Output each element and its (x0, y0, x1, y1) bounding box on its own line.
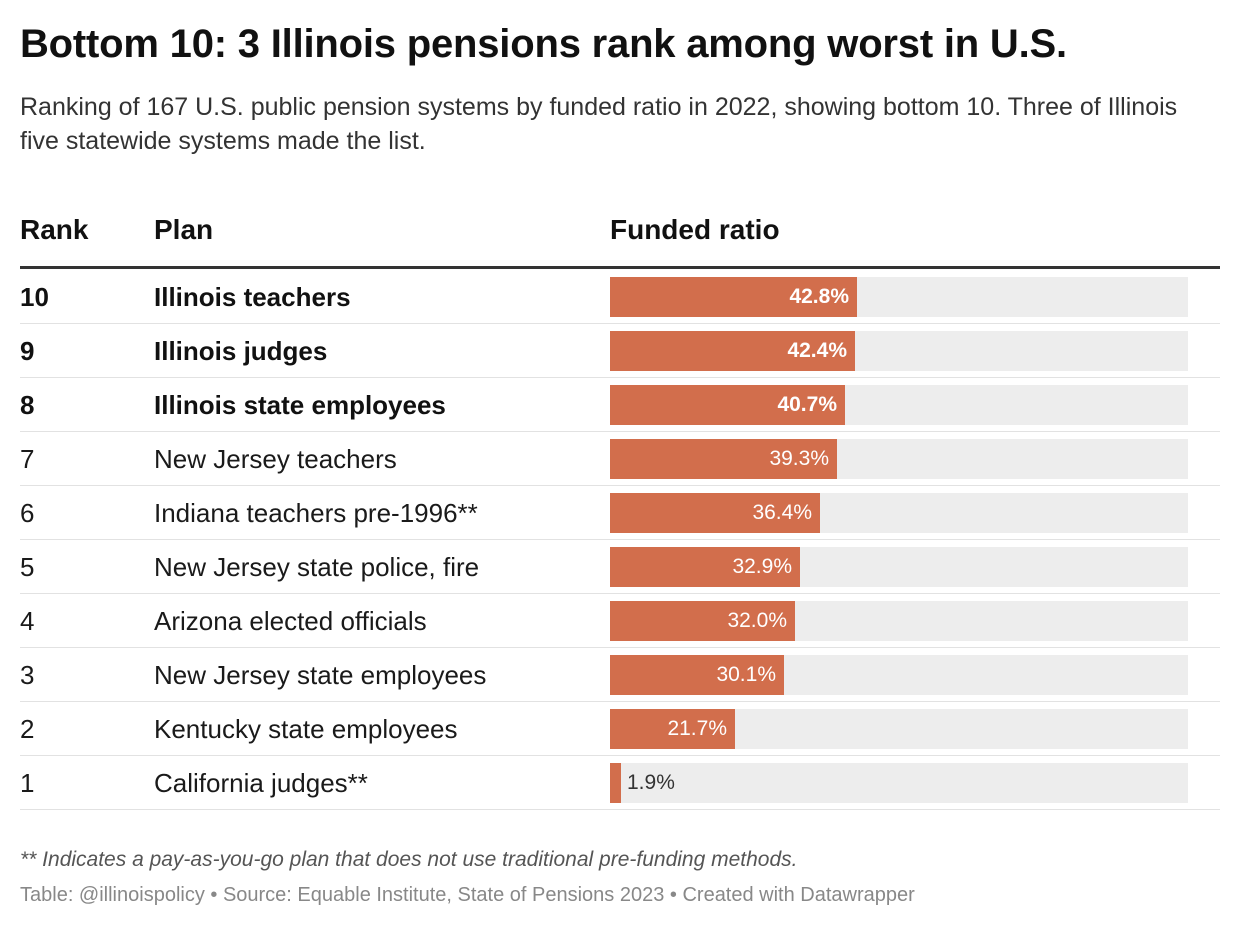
row-divider (20, 593, 1220, 594)
plan-cell: California judges** (154, 768, 368, 798)
row-divider (20, 377, 1220, 378)
rank-cell: 2 (20, 714, 35, 744)
value-label: 1.9% (627, 771, 675, 794)
plan-cell: Illinois state employees (154, 390, 446, 420)
plan-cell: New Jersey state employees (154, 660, 487, 690)
column-header-funded-ratio: Funded ratio (610, 214, 780, 245)
table-row: 5 New Jersey state police, fire 32.9% (20, 540, 1220, 594)
bar-track: 32.0% (610, 601, 1188, 641)
bar-track: 21.7% (610, 709, 1188, 749)
rank-cell: 3 (20, 660, 35, 690)
rank-cell: 5 (20, 552, 35, 582)
table-row: 6 Indiana teachers pre-1996** 36.4% (20, 486, 1220, 540)
source-line: Table: @illinoispolicy • Source: Equable… (20, 884, 915, 906)
plan-cell: Kentucky state employees (154, 714, 458, 744)
rank-cell: 7 (20, 444, 35, 474)
table-row: 4 Arizona elected officials 32.0% (20, 594, 1220, 648)
chart-subtitle: Ranking of 167 U.S. public pension syste… (20, 93, 1178, 155)
table-row: 7 New Jersey teachers 39.3% (20, 432, 1220, 486)
table-row: 8 Illinois state employees 40.7% (20, 378, 1220, 432)
row-divider (20, 485, 1220, 486)
rank-cell: 8 (20, 390, 35, 420)
plan-cell: Arizona elected officials (154, 606, 427, 636)
plan-cell: New Jersey teachers (154, 444, 397, 474)
bar-track: 42.4% (610, 331, 1188, 371)
plan-cell: Illinois judges (154, 336, 328, 366)
bar-track: 30.1% (610, 655, 1188, 695)
bar-track: 42.8% (610, 277, 1188, 317)
rank-cell: 9 (20, 336, 35, 366)
row-divider (20, 539, 1220, 540)
value-label: 32.0% (727, 609, 787, 632)
column-header-rank: Rank (20, 214, 89, 245)
funded-ratio-bar (610, 547, 800, 587)
bar-track: 40.7% (610, 385, 1188, 425)
value-label: 21.7% (667, 717, 727, 740)
row-divider (20, 701, 1220, 702)
row-divider (20, 431, 1220, 432)
table-row: 9 Illinois judges 42.4% (20, 324, 1220, 378)
footnote: ** Indicates a pay-as-you-go plan that d… (20, 848, 798, 871)
row-divider (20, 755, 1220, 756)
value-label: 30.1% (716, 663, 776, 686)
row-divider (20, 647, 1220, 648)
row-divider (20, 809, 1220, 810)
plan-cell: Illinois teachers (154, 282, 351, 312)
value-label: 36.4% (752, 501, 812, 524)
column-header-plan: Plan (154, 214, 214, 245)
value-label: 42.4% (787, 339, 847, 362)
value-label: 32.9% (732, 555, 792, 578)
table-row: 1 California judges** 1.9% (20, 756, 1220, 810)
rank-cell: 1 (20, 768, 35, 798)
value-label: 39.3% (769, 447, 829, 470)
plan-cell: New Jersey state police, fire (154, 552, 480, 582)
funded-ratio-bar (610, 601, 795, 641)
funded-ratio-bar (610, 277, 857, 317)
table-row: 3 New Jersey state employees 30.1% (20, 648, 1220, 702)
bar-track: 39.3% (610, 439, 1188, 479)
header-rule (20, 266, 1220, 269)
rank-cell: 4 (20, 606, 35, 636)
plan-cell: Indiana teachers pre-1996** (154, 498, 478, 528)
bar-track: 1.9% (610, 763, 1188, 803)
funded-ratio-bar (610, 331, 855, 371)
funded-ratio-bar (610, 709, 735, 749)
chart-title: Bottom 10: 3 Illinois pensions rank amon… (20, 22, 1067, 66)
value-label: 40.7% (777, 393, 837, 416)
funded-ratio-bar (610, 763, 621, 803)
table-row: 2 Kentucky state employees 21.7% (20, 702, 1220, 756)
funded-ratio-bar (610, 493, 820, 533)
table-row: 10 Illinois teachers 42.8% (20, 270, 1220, 324)
bar-track: 36.4% (610, 493, 1188, 533)
bar-track: 32.9% (610, 547, 1188, 587)
row-divider (20, 323, 1220, 324)
funded-ratio-bar (610, 655, 784, 695)
funded-ratio-bar (610, 385, 845, 425)
rank-cell: 10 (20, 282, 49, 312)
funded-ratio-bar (610, 439, 837, 479)
value-label: 42.8% (789, 285, 849, 308)
rank-cell: 6 (20, 498, 35, 528)
